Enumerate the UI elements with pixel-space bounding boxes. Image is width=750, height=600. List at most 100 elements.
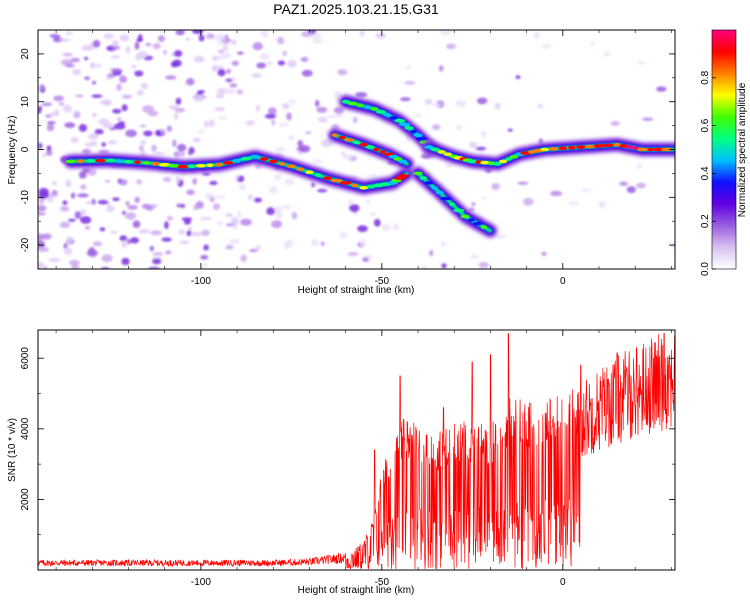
spectrogram-speckle	[360, 238, 367, 247]
ridge-peak	[419, 176, 428, 180]
spectrogram-speckle	[99, 227, 106, 232]
ridge-peak	[424, 181, 434, 185]
spectrogram-speckle	[405, 65, 413, 70]
ridge-peak	[661, 147, 673, 152]
ridge-peak	[431, 185, 438, 190]
spectrogram-speckle	[468, 207, 475, 212]
spectrogram-y-tick-label: 20	[20, 48, 31, 60]
spectrogram-speckle	[399, 97, 411, 102]
snr-x-tick-label: 0	[560, 577, 566, 588]
spectrogram-speckle	[74, 94, 84, 98]
spectrogram-ridge	[327, 128, 415, 171]
spectrogram-speckle	[229, 238, 241, 244]
spectrogram-speckle	[38, 240, 46, 249]
spectrogram-speckle	[603, 51, 611, 57]
spectrogram-speckle	[225, 244, 234, 250]
spectrogram-speckle	[143, 130, 153, 137]
spectrogram-speckle	[43, 265, 48, 269]
spectrogram-speckle	[80, 216, 92, 224]
spectrogram-speckle	[275, 146, 286, 152]
spectrogram-speckle	[139, 144, 144, 152]
spectrogram-speckle	[220, 53, 228, 60]
ridge-peak	[373, 147, 380, 152]
spectrogram-speckle	[291, 211, 298, 220]
colorbar-tick-label: 0.4	[700, 166, 711, 180]
spectrogram-speckle	[136, 179, 142, 185]
spectrogram-speckle	[619, 181, 629, 186]
spectrogram-speckle	[211, 65, 218, 72]
spectrogram-speckle	[185, 37, 191, 41]
spectrogram-speckle	[284, 239, 294, 248]
spectrogram-speckle	[347, 252, 359, 257]
spectrogram-speckle	[192, 178, 197, 185]
spectrogram-speckle	[140, 139, 146, 146]
spectrogram-speckle	[166, 125, 173, 132]
spectrogram-speckle	[300, 56, 309, 63]
spectrogram-speckle	[131, 64, 137, 69]
spectrogram-speckle	[178, 229, 186, 235]
ridge-peak	[410, 129, 417, 134]
spectrogram-x-tick-label: -50	[375, 276, 390, 287]
spectrogram-y-tick-label: -10	[20, 190, 31, 205]
ridge-peak	[443, 152, 452, 157]
ridge-peak	[151, 162, 161, 166]
spectrogram-speckle	[208, 119, 215, 128]
ridge-peak	[359, 185, 369, 190]
spectrogram-speckle	[431, 124, 441, 131]
spectrogram-speckle	[237, 210, 242, 219]
spectrogram-speckle	[150, 230, 163, 236]
spectrogram-speckle	[165, 250, 172, 255]
snr-frame	[37, 329, 676, 571]
spectrogram-speckle	[67, 218, 76, 222]
spectrogram-speckle	[339, 231, 348, 239]
spectrogram-speckle	[440, 240, 446, 247]
spectrogram-speckle	[469, 141, 478, 149]
spectrogram-speckle	[38, 106, 43, 111]
spectrogram-speckle	[231, 39, 237, 45]
spectrogram-speckle	[610, 120, 620, 126]
spectrogram-speckle	[172, 139, 177, 148]
spectrogram-speckle	[237, 51, 244, 55]
spectrogram-speckle	[92, 39, 101, 48]
spectrogram-speckle	[71, 264, 80, 269]
spectrogram-speckle	[537, 104, 544, 109]
spectrogram-speckle	[91, 80, 97, 85]
ridge-peak	[467, 159, 478, 164]
spectrogram-speckle	[84, 226, 90, 230]
spectrogram-speckle	[84, 56, 89, 61]
spectrogram-speckle	[152, 252, 164, 256]
spectrogram-speckle	[86, 249, 98, 257]
spectrogram-speckle	[495, 234, 507, 239]
spectrogram-speckle	[217, 49, 225, 54]
spectrogram-speckle	[252, 42, 263, 51]
snr-y-tick-label: 6000	[20, 347, 31, 370]
spectrogram-speckle	[187, 150, 193, 156]
spectrogram-speckle	[278, 122, 290, 127]
spectrogram-speckle	[438, 65, 444, 72]
spectrogram-speckle	[327, 115, 339, 119]
spectrogram-speckle	[320, 241, 325, 246]
ridge-peak	[105, 158, 115, 163]
spectrogram-speckle	[72, 68, 82, 76]
spectrogram-speckle	[415, 113, 422, 118]
colorbar: 0.0 0.2 0.4 0.6 0.8 Normalized spectral ampl…	[700, 29, 748, 276]
ridge-peak	[509, 154, 518, 159]
spectrogram-ridge	[338, 94, 440, 157]
spectrogram-speckle	[274, 205, 281, 211]
spectrogram-speckle	[179, 240, 190, 245]
ridge-peak	[65, 159, 76, 164]
spectrogram-speckle	[229, 83, 238, 88]
spectrogram-speckle	[541, 251, 547, 256]
spectrogram-speckle	[101, 254, 113, 263]
spectrogram-speckle	[97, 200, 109, 205]
spectrogram-speckle	[125, 45, 131, 54]
spectrogram-speckle	[38, 233, 44, 241]
ridge-peak	[359, 142, 369, 147]
spectrogram-speckle	[186, 230, 192, 237]
spectrogram-speckle	[46, 121, 56, 125]
spectrogram-speckle	[305, 131, 312, 135]
spectrogram-speckle	[590, 41, 596, 46]
spectrogram-speckle	[359, 30, 365, 37]
spectrogram-speckle	[204, 192, 215, 200]
